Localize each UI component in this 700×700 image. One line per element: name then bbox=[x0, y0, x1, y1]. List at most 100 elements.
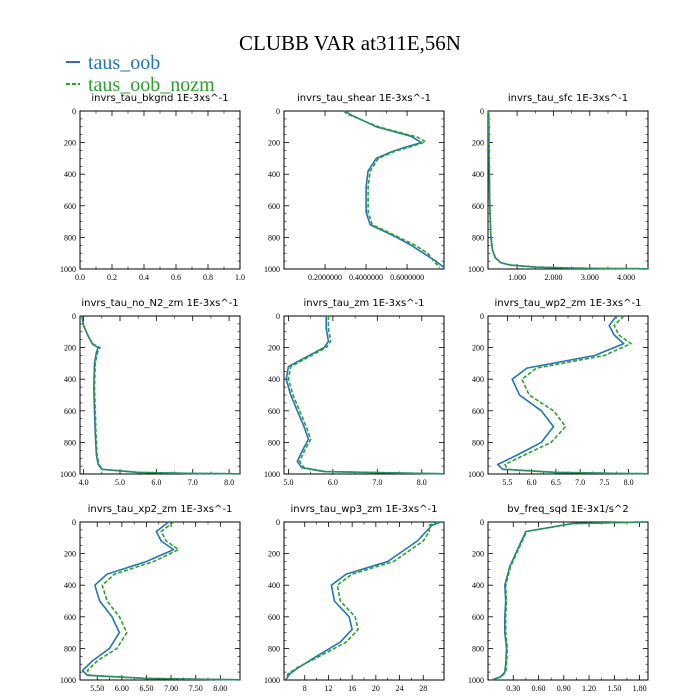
series-taus-oob bbox=[285, 316, 445, 475]
y-tick-label: 600 bbox=[64, 407, 76, 416]
x-tick-label: 7.0 bbox=[575, 478, 585, 487]
y-tick-label: 1000 bbox=[60, 676, 76, 685]
y-tick-label: 200 bbox=[268, 344, 280, 353]
x-tick-label: 8.0 bbox=[224, 478, 234, 487]
panel-title: invrs_tau_shear 1E-3xs^-1 bbox=[297, 93, 431, 104]
x-tick-label: 0.2 bbox=[107, 273, 117, 282]
y-tick-label: 1000 bbox=[468, 470, 484, 479]
x-tick-label: 0.2000000 bbox=[308, 273, 342, 282]
plot-frame bbox=[283, 315, 445, 475]
y-tick-label: 200 bbox=[64, 550, 76, 559]
panel-bv-freq-sqd: bv_freq_sqd 1E-3x1/s^2 0 200 400 600 800 1000 0… bbox=[468, 504, 649, 693]
y-tick-label: 1000 bbox=[60, 470, 76, 479]
x-tick-label: 4.0 bbox=[79, 478, 89, 487]
series-taus-oob bbox=[285, 521, 442, 681]
panel-title: invrs_tau_no_N2_zm 1E-3xs^-1 bbox=[81, 298, 238, 309]
x-tick-label: 0.8 bbox=[203, 273, 213, 282]
panel-title: invrs_tau_bkgnd 1E-3xs^-1 bbox=[91, 93, 228, 104]
panel-title: invrs_tau_xp2_zm 1E-3xs^-1 bbox=[88, 504, 233, 515]
plot-frame bbox=[487, 315, 649, 475]
y-tick-label: 400 bbox=[64, 581, 76, 590]
y-tick-label: 400 bbox=[472, 581, 484, 590]
x-tick-label: 0.6 bbox=[171, 273, 181, 282]
x-tick-label: 7.50 bbox=[189, 684, 203, 693]
plot-frame bbox=[487, 521, 649, 681]
x-tick-label: 0.30 bbox=[506, 684, 520, 693]
y-tick-label: 800 bbox=[472, 644, 484, 653]
series-taus-oob bbox=[491, 521, 644, 681]
y-tick-label: 400 bbox=[64, 375, 76, 384]
series-taus-oob bbox=[81, 521, 241, 681]
y-tick-label: 200 bbox=[472, 344, 484, 353]
y-tick-label: 1000 bbox=[468, 676, 484, 685]
y-tick-label: 1000 bbox=[468, 265, 484, 274]
series-taus-oob bbox=[81, 315, 241, 475]
y-tick-label: 600 bbox=[268, 613, 280, 622]
y-tick-label: 0 bbox=[480, 107, 484, 116]
x-tick-label: 2.000 bbox=[544, 273, 562, 282]
x-tick-label: 7.5 bbox=[599, 478, 609, 487]
series-taus-oob-nozm bbox=[343, 110, 441, 268]
y-tick-label: 800 bbox=[64, 233, 76, 242]
x-tick-label: 4.000 bbox=[617, 273, 635, 282]
x-tick-label: 6.50 bbox=[139, 684, 153, 693]
x-tick-label: 24 bbox=[396, 684, 404, 693]
y-tick-label: 0 bbox=[72, 518, 76, 527]
y-tick-label: 600 bbox=[268, 407, 280, 416]
plot-frame bbox=[487, 110, 649, 270]
y-tick-label: 800 bbox=[268, 644, 280, 653]
x-tick-label: 12 bbox=[324, 684, 332, 693]
y-tick-label: 800 bbox=[472, 233, 484, 242]
panel-grid: invrs_tau_bkgnd 1E-3xs^-1 0 200 400 600 800 10… bbox=[60, 93, 649, 693]
panel-title: invrs_tau_wp3_zm 1E-3xs^-1 bbox=[291, 504, 438, 515]
y-tick-label: 1000 bbox=[264, 265, 280, 274]
x-tick-label: 5.0 bbox=[115, 478, 125, 487]
panel-invrs-tau-sfc: invrs_tau_sfc 1E-3xs^-1 0 200 400 600 800 1000… bbox=[468, 93, 649, 282]
x-tick-label: 7.00 bbox=[164, 684, 178, 693]
figure-title: CLUBB VAR at311E,56N bbox=[239, 31, 461, 55]
y-tick-label: 1000 bbox=[60, 265, 76, 274]
y-tick-label: 600 bbox=[64, 202, 76, 211]
series-taus-oob-nozm bbox=[504, 315, 649, 475]
panel-title: bv_freq_sqd 1E-3x1/s^2 bbox=[507, 504, 629, 515]
panel-invrs-tau-bkgnd: invrs_tau_bkgnd 1E-3xs^-1 0 200 400 600 800 10… bbox=[60, 93, 245, 282]
series-taus-oob-nozm bbox=[287, 316, 445, 475]
x-tick-label: 8.00 bbox=[213, 684, 227, 693]
y-tick-label: 200 bbox=[472, 550, 484, 559]
legend-label-taus-oob-nozm: taus_oob_nozm bbox=[88, 74, 215, 96]
x-tick-label: 5.0 bbox=[283, 478, 293, 487]
panel-invrs-tau-xp2-zm: invrs_tau_xp2_zm 1E-3xs^-1 0 200 400 600 800 1… bbox=[60, 504, 241, 693]
x-tick-label: 1.000 bbox=[508, 273, 526, 282]
y-tick-label: 600 bbox=[268, 202, 280, 211]
x-tick-label: 28 bbox=[419, 684, 427, 693]
y-tick-label: 200 bbox=[64, 139, 76, 148]
y-tick-label: 400 bbox=[472, 375, 484, 384]
x-tick-label: 6.0 bbox=[328, 478, 338, 487]
y-tick-label: 400 bbox=[64, 170, 76, 179]
y-tick-label: 200 bbox=[472, 139, 484, 148]
y-tick-label: 600 bbox=[472, 202, 484, 211]
y-tick-label: 400 bbox=[268, 375, 280, 384]
y-tick-label: 200 bbox=[268, 550, 280, 559]
x-tick-label: 0.4 bbox=[139, 273, 149, 282]
y-tick-label: 200 bbox=[64, 344, 76, 353]
x-tick-label: 5.5 bbox=[502, 478, 512, 487]
plot-frame bbox=[79, 315, 241, 475]
panel-invrs-tau-wp3-zm: invrs_tau_wp3_zm 1E-3xs^-1 0 200 400 600 800 1… bbox=[264, 504, 445, 693]
x-tick-label: 7.0 bbox=[372, 478, 382, 487]
y-tick-label: 800 bbox=[64, 438, 76, 447]
plot-frame bbox=[283, 110, 445, 270]
y-tick-label: 800 bbox=[268, 233, 280, 242]
series-taus-oob-nozm bbox=[285, 521, 439, 681]
x-tick-label: 5.50 bbox=[90, 684, 104, 693]
x-tick-label: 0.90 bbox=[557, 684, 571, 693]
series-taus-oob bbox=[487, 110, 649, 270]
x-tick-label: 8.0 bbox=[417, 478, 427, 487]
x-tick-label: 1.0 bbox=[235, 273, 245, 282]
y-tick-label: 0 bbox=[276, 312, 280, 321]
y-tick-label: 800 bbox=[268, 438, 280, 447]
x-tick-label: 6.0 bbox=[151, 478, 161, 487]
x-tick-label: 6.5 bbox=[551, 478, 561, 487]
series-taus-oob-nozm bbox=[491, 521, 644, 681]
y-tick-label: 1000 bbox=[264, 676, 280, 685]
